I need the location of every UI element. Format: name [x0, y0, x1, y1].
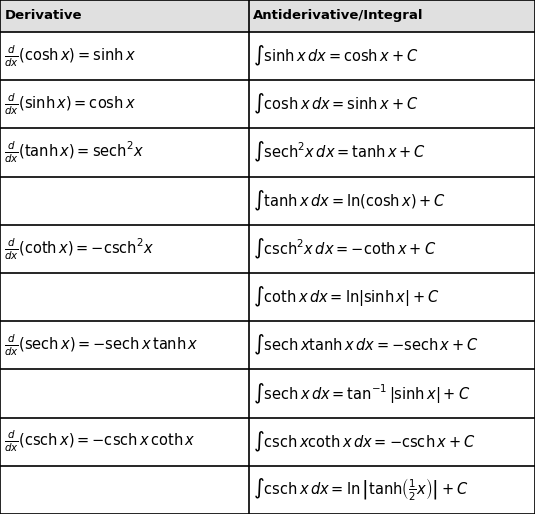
Text: $\frac{d}{dx}(\sinh x) = \cosh x$: $\frac{d}{dx}(\sinh x) = \cosh x$	[4, 91, 136, 117]
Text: $\int \mathrm{sech}\, x \tanh x\, dx = {-}\mathrm{sech}\, x + C$: $\int \mathrm{sech}\, x \tanh x\, dx = {…	[253, 333, 479, 357]
Text: Derivative: Derivative	[4, 9, 82, 23]
Text: $\int \mathrm{csch}\, x\coth x\, dx = {-}\mathrm{csch}\, x + C$: $\int \mathrm{csch}\, x\coth x\, dx = {-…	[253, 430, 476, 454]
Text: $\int \coth x\, dx = \ln|\sinh x| + C$: $\int \coth x\, dx = \ln|\sinh x| + C$	[253, 285, 440, 309]
Bar	[249, 0, 535, 32]
Text: $\int \mathrm{sech}^{2} x\, dx = \tanh x + C$: $\int \mathrm{sech}^{2} x\, dx = \tanh x…	[253, 140, 426, 164]
Text: $\frac{d}{dx}(\cosh x) = \sinh x$: $\frac{d}{dx}(\cosh x) = \sinh x$	[4, 43, 136, 69]
Text: $\int \mathrm{csch}\, x\, dx = \ln\left|\tanh\!\left(\frac{1}{2}x\right)\right| : $\int \mathrm{csch}\, x\, dx = \ln\left|…	[253, 477, 469, 503]
Text: $\int \cosh x\, dx = \sinh x + C$: $\int \cosh x\, dx = \sinh x + C$	[253, 92, 418, 116]
Text: $\int \tanh x\, dx = \ln(\cosh x) + C$: $\int \tanh x\, dx = \ln(\cosh x) + C$	[253, 189, 446, 213]
Text: Antiderivative/Integral: Antiderivative/Integral	[253, 9, 424, 23]
Text: $\int \mathrm{csch}^{2} x\, dx = {-}\coth x + C$: $\int \mathrm{csch}^{2} x\, dx = {-}\cot…	[253, 237, 436, 261]
Text: $\frac{d}{dx}(\mathrm{sech}\, x) = {-}\mathrm{sech}\, x\,\tanh x$: $\frac{d}{dx}(\mathrm{sech}\, x) = {-}\m…	[4, 333, 199, 358]
Text: $\int \mathrm{sech}\, x\, dx = \tan^{-1}|\sinh x| + C$: $\int \mathrm{sech}\, x\, dx = \tan^{-1}…	[253, 381, 470, 406]
Text: $\frac{d}{dx}(\tanh x) = \mathrm{sech}^{2} x$: $\frac{d}{dx}(\tanh x) = \mathrm{sech}^{…	[4, 140, 144, 165]
Text: $\frac{d}{dx}(\coth x) = {-}\mathrm{csch}^{2} x$: $\frac{d}{dx}(\coth x) = {-}\mathrm{csch…	[4, 236, 154, 262]
Bar	[0, 0, 249, 32]
Text: $\frac{d}{dx}(\mathrm{csch}\, x) = {-}\mathrm{csch}\, x\,\coth x$: $\frac{d}{dx}(\mathrm{csch}\, x) = {-}\m…	[4, 429, 196, 454]
Text: $\int \sinh x\, dx = \cosh x + C$: $\int \sinh x\, dx = \cosh x + C$	[253, 44, 418, 68]
